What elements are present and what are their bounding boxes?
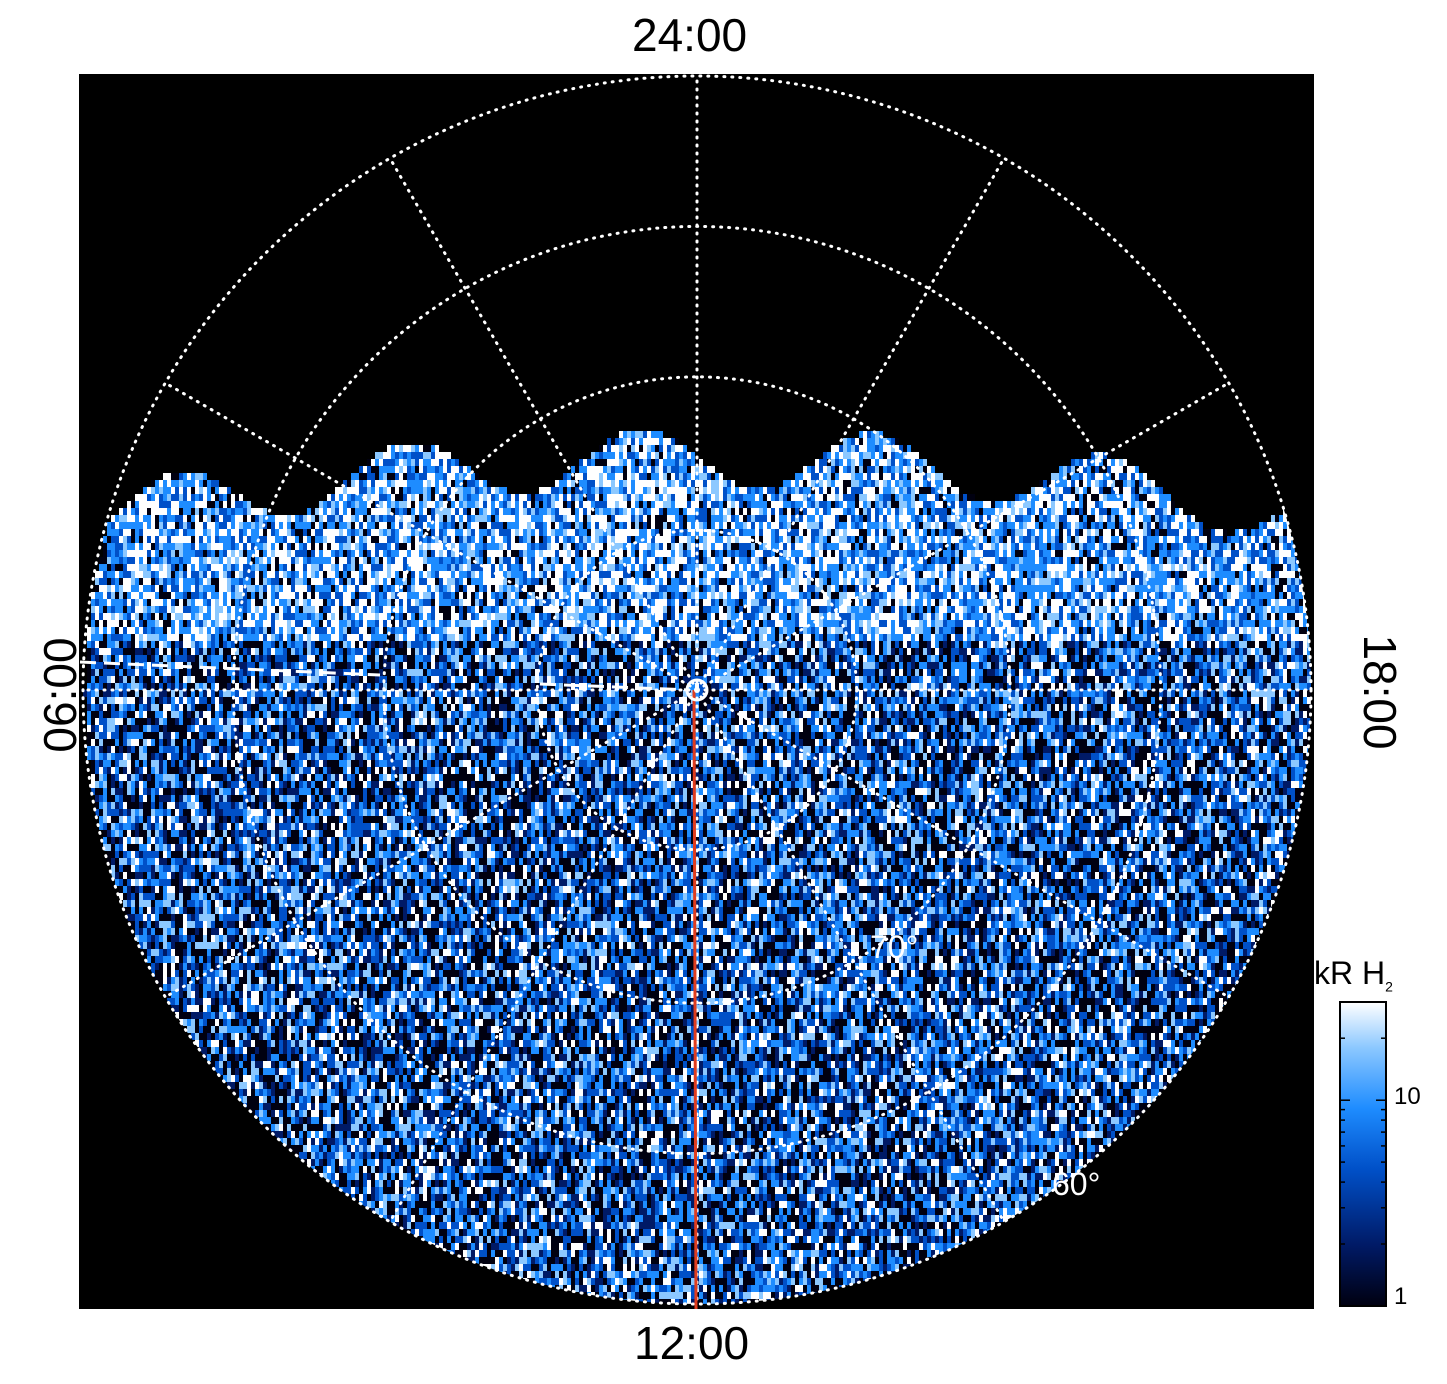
lat-label-70: 70° — [870, 929, 918, 965]
colorbar — [1340, 1002, 1386, 1306]
colorbar-tick-label-10: 10 — [1394, 1083, 1421, 1111]
colorbar-tick-label-1: 1 — [1394, 1283, 1407, 1311]
noon-meridian-line — [694, 690, 696, 1309]
local-time-label-noon: 12:00 — [634, 1316, 749, 1370]
local-time-label-dusk: 18:00 — [1353, 622, 1407, 762]
lat-label-60: 60° — [1052, 1166, 1100, 1202]
colorbar-title-subscript: 2 — [1385, 978, 1393, 994]
colorbar-title-text: kR H — [1314, 955, 1385, 991]
local-time-label-midnight: 24:00 — [632, 8, 747, 62]
pole-marker-inner — [694, 687, 700, 693]
colorbar-title: kR H2 — [1314, 955, 1393, 994]
local-time-label-dawn: 06:00 — [33, 625, 87, 765]
